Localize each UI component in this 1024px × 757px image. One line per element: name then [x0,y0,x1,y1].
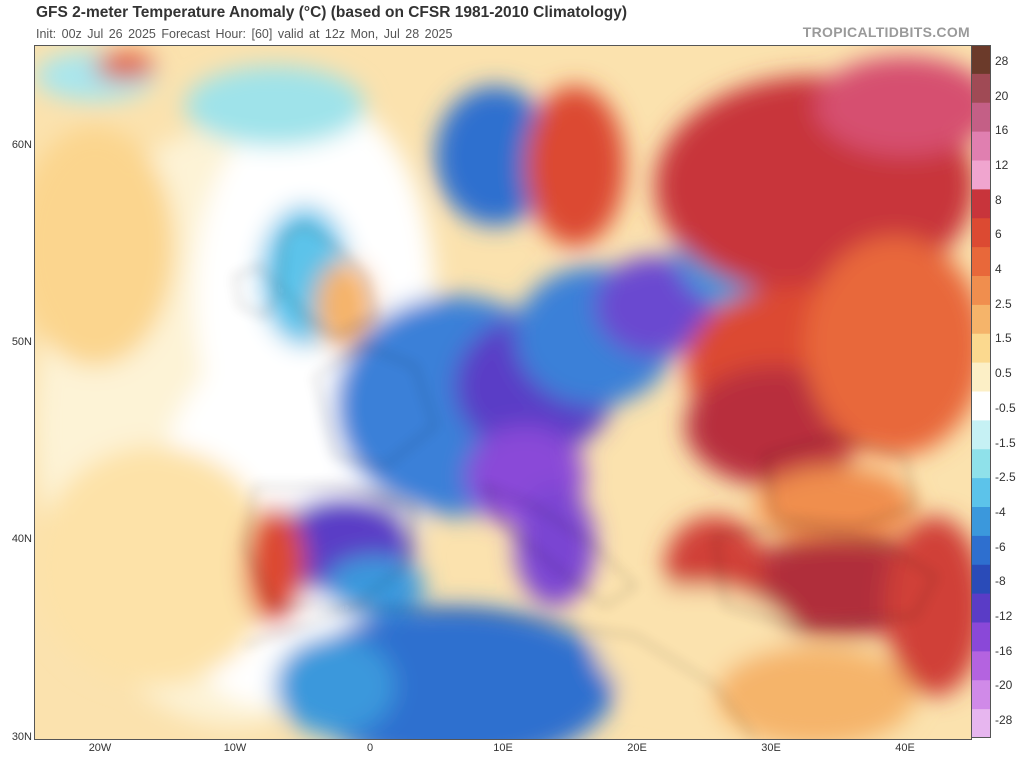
lon-label-30e: 30E [761,742,781,754]
colorbar-swatch [971,709,991,738]
colorbar-swatch [971,449,991,479]
colorbar-tick-label: 0.5 [995,366,1012,381]
colorbar-swatch [971,651,991,681]
lat-label-50n: 50N [11,336,32,348]
colorbar-swatch [971,420,991,450]
colorbar-tick-label: 16 [995,123,1009,138]
colorbar-tick-label: -28 [995,713,1013,727]
colorbar-tick-label: 20 [995,88,1009,103]
colorbar-swatch [971,333,991,364]
colorbar-tick-label: 8 [995,192,1002,207]
colorbar-swatch [971,218,991,248]
colorbar-tick-label: -6 [995,539,1006,554]
anomaly-field [35,51,971,739]
colorbar-tick-label: 2.5 [995,296,1012,311]
colorbar-tick-label: 28 [995,54,1009,68]
colorbar-swatch [971,564,991,595]
colorbar-tick-label: -4 [995,504,1006,519]
colorbar-swatch [971,189,991,219]
colorbar-tick-label: -1.5 [995,435,1016,450]
colorbar-swatch [971,391,991,421]
coastlines [234,225,936,739]
colorbar-swatch [971,535,991,566]
colorbar-tick-label: 6 [995,227,1002,242]
map-canvas [35,46,971,739]
colorbar-swatch [971,160,991,190]
lon-label-40e: 40E [895,742,915,754]
colorbar-swatch [971,680,991,710]
colorbar-border [971,45,991,738]
colorbar-tick-label: 1.5 [995,331,1012,346]
colorbar-tick-label: -2.5 [995,470,1016,485]
colorbar-swatch [971,362,991,392]
colorbar-swatch [971,247,991,277]
chart-subtitle: Init: 00z Jul 26 2025 Forecast Hour: [60… [36,27,453,41]
colorbar-tick-label: -8 [995,574,1006,589]
anomaly-map [34,45,972,740]
colorbar-swatch [971,102,991,133]
lon-label-20e: 20E [627,742,647,754]
colorbar-swatch [971,593,991,623]
colorbar-tick-label: -20 [995,678,1013,693]
lon-label-0: 0 [366,742,374,754]
colorbar-swatch [971,304,991,335]
colorbar [971,45,991,738]
colorbar-swatch [971,131,991,161]
colorbar-tick-label: -0.5 [995,400,1016,415]
lat-label-40n: 40N [11,533,32,545]
colorbar-swatch [971,622,991,652]
chart-title: GFS 2-meter Temperature Anomaly (°C) (ba… [36,4,628,21]
lon-label-10w: 10W [223,742,247,754]
colorbar-swatch [971,507,991,537]
site-brand: TROPICALTIDBITS.COM [802,24,970,40]
colorbar-swatch [971,73,991,104]
lon-label-10e: 10E [493,742,513,754]
colorbar-swatch [971,276,991,306]
colorbar-tick-label: -16 [995,643,1013,658]
lon-label-20w: 20W [88,742,112,754]
colorbar-swatch [971,45,991,75]
lat-label-30n: 30N [11,731,32,743]
lat-label-60n: 60N [11,139,32,151]
colorbar-tick-label: -12 [995,608,1013,623]
colorbar-tick-label: 12 [995,158,1009,173]
colorbar-tick-label: 4 [995,262,1002,277]
colorbar-swatch [971,478,991,508]
